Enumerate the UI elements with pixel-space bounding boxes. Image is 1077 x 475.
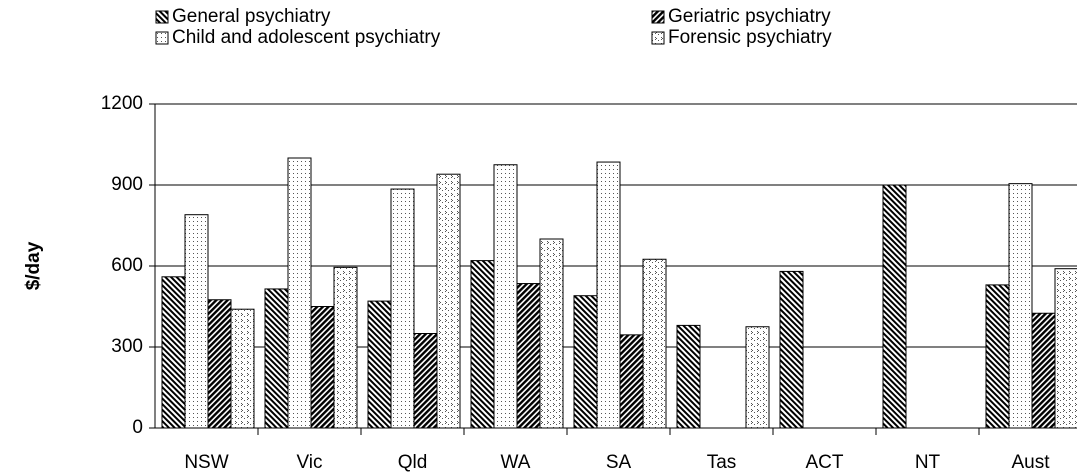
y-axis-label: $/day <box>23 241 44 290</box>
bar <box>779 270 804 429</box>
y-tick-label: 0 <box>132 417 143 438</box>
legend-swatch <box>155 31 169 45</box>
bar <box>573 295 598 429</box>
x-tick-label: NSW <box>184 452 228 473</box>
bar <box>287 157 312 429</box>
bar <box>184 214 209 429</box>
legend-swatch <box>651 10 665 24</box>
y-tick-label: 300 <box>111 336 143 357</box>
bar <box>161 276 186 429</box>
bar <box>1054 268 1077 429</box>
legend-swatch <box>155 10 169 24</box>
x-tick-label: Aust <box>1011 452 1050 473</box>
bar <box>1008 183 1033 429</box>
bar <box>413 333 438 429</box>
x-tick-label: NT <box>915 452 941 473</box>
x-tick-label: SA <box>606 452 632 473</box>
legend-label: Child and adolescent psychiatry <box>172 27 441 48</box>
bar <box>367 300 392 429</box>
bar <box>390 188 415 429</box>
x-tick-label: ACT <box>806 452 844 473</box>
bar <box>1031 312 1056 429</box>
x-tick-label: Tas <box>707 452 737 473</box>
bar <box>882 184 907 429</box>
bar <box>985 284 1010 429</box>
bar <box>516 283 541 429</box>
bar <box>642 258 667 429</box>
y-tick-label: 600 <box>111 255 143 276</box>
legend-label: Geriatric psychiatry <box>668 6 831 27</box>
x-tick-label: Vic <box>296 452 322 473</box>
bar <box>619 334 644 429</box>
x-tick-label: Qld <box>398 452 428 473</box>
bar <box>310 306 335 429</box>
bar <box>596 161 621 429</box>
bar <box>436 173 461 429</box>
bar <box>230 308 255 429</box>
bar <box>207 299 232 429</box>
y-tick-label: 1200 <box>101 93 143 114</box>
bar <box>676 324 701 429</box>
bar <box>539 238 564 429</box>
bar <box>470 260 495 429</box>
legend-swatch <box>651 31 665 45</box>
y-tick-label: 900 <box>111 174 143 195</box>
bar <box>745 326 770 429</box>
legend-label: Forensic psychiatry <box>668 27 832 48</box>
legend-label: General psychiatry <box>172 6 331 27</box>
x-tick-label: WA <box>501 452 531 473</box>
bar <box>264 288 289 429</box>
bar <box>333 266 358 429</box>
bar <box>493 164 518 429</box>
